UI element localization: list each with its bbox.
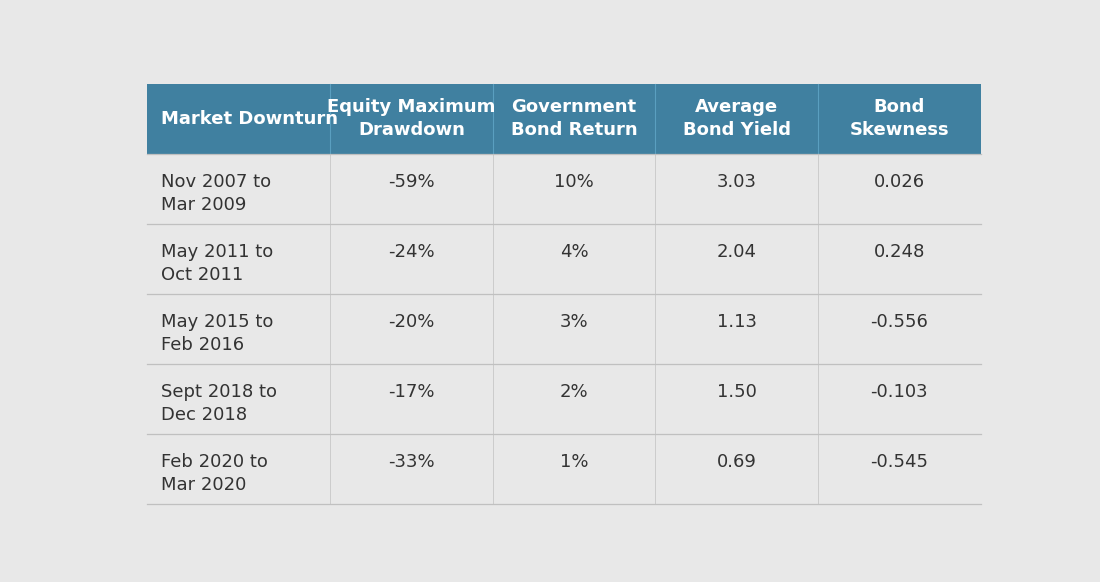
Text: Market Downturn: Market Downturn	[161, 110, 338, 127]
Text: Feb 2020 to
Mar 2020: Feb 2020 to Mar 2020	[161, 453, 267, 494]
Text: Nov 2007 to
Mar 2009: Nov 2007 to Mar 2009	[161, 173, 271, 214]
Text: -24%: -24%	[388, 243, 434, 261]
Text: -20%: -20%	[388, 313, 434, 331]
Text: -59%: -59%	[388, 173, 434, 191]
Bar	[146, 84, 981, 154]
Text: -17%: -17%	[388, 383, 434, 401]
Text: 1.50: 1.50	[717, 383, 757, 401]
Text: Average
Bond Yield: Average Bond Yield	[683, 98, 791, 139]
Bar	[146, 364, 981, 434]
Bar	[146, 294, 981, 364]
Text: -0.103: -0.103	[870, 383, 928, 401]
Text: Equity Maximum
Drawdown: Equity Maximum Drawdown	[328, 98, 496, 139]
Text: 4%: 4%	[560, 243, 588, 261]
Text: 1.13: 1.13	[717, 313, 757, 331]
Text: 0.026: 0.026	[873, 173, 925, 191]
Text: 2.04: 2.04	[717, 243, 757, 261]
Text: 1%: 1%	[560, 453, 588, 471]
Text: Bond
Skewness: Bond Skewness	[849, 98, 949, 139]
Text: Sept 2018 to
Dec 2018: Sept 2018 to Dec 2018	[161, 383, 277, 424]
Text: 10%: 10%	[554, 173, 594, 191]
Bar	[146, 154, 981, 224]
Bar	[146, 434, 981, 504]
Text: 2%: 2%	[560, 383, 588, 401]
Text: May 2011 to
Oct 2011: May 2011 to Oct 2011	[161, 243, 273, 283]
Bar	[146, 224, 981, 294]
Text: -0.545: -0.545	[870, 453, 928, 471]
Text: -0.556: -0.556	[870, 313, 928, 331]
Text: 0.248: 0.248	[873, 243, 925, 261]
Text: 0.69: 0.69	[717, 453, 757, 471]
Text: 3.03: 3.03	[717, 173, 757, 191]
Text: Government
Bond Return: Government Bond Return	[510, 98, 638, 139]
Text: May 2015 to
Feb 2016: May 2015 to Feb 2016	[161, 313, 273, 354]
Text: -33%: -33%	[388, 453, 434, 471]
Text: 3%: 3%	[560, 313, 588, 331]
